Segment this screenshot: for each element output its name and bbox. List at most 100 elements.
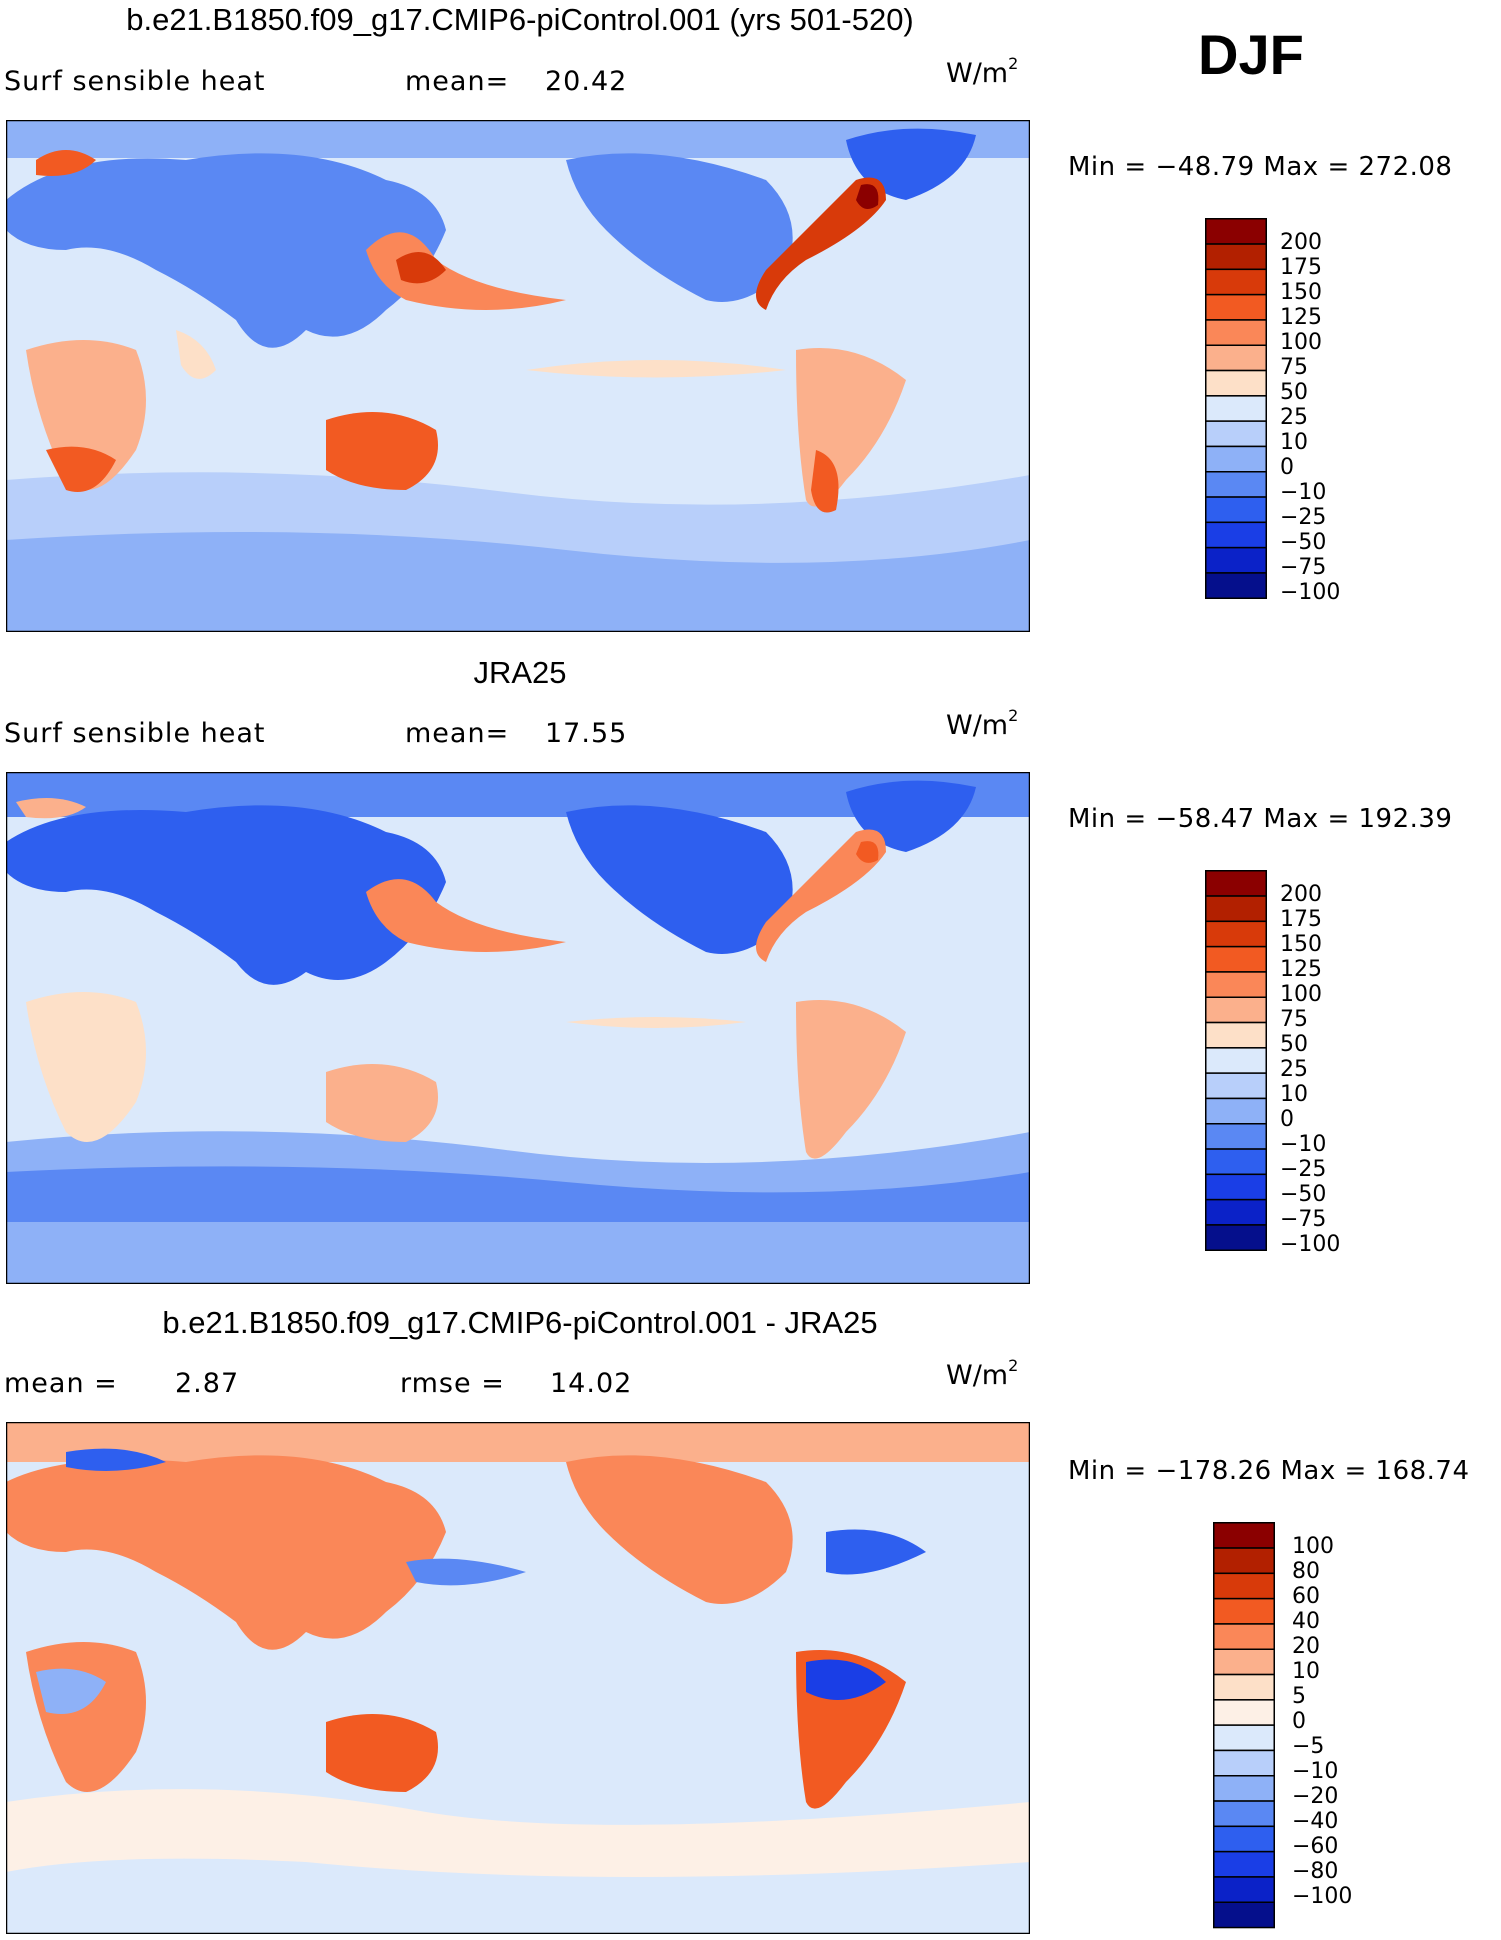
colorbar-swatch xyxy=(1213,1800,1275,1828)
cb2-label: 125 xyxy=(1280,957,1322,982)
cb2-label: −10 xyxy=(1280,1132,1327,1157)
map-east-pacific-band xyxy=(566,1017,746,1028)
cb2-label: −75 xyxy=(1280,1207,1327,1232)
map-gulf-stream-core xyxy=(856,184,879,209)
colorbar-swatch xyxy=(1205,319,1267,346)
colorbar-swatch xyxy=(1205,420,1267,448)
cb1-label: −50 xyxy=(1280,530,1327,555)
panel-2-mean-value: 17.55 xyxy=(545,718,628,749)
map-india xyxy=(176,330,216,379)
cb1-label: 10 xyxy=(1280,430,1308,455)
cb3-label: 10 xyxy=(1292,1659,1320,1684)
panel-2-units: W/m2 xyxy=(946,706,1019,741)
panel-1-map xyxy=(6,120,1030,632)
colorbar-swatch xyxy=(1205,945,1267,973)
panel-2-title: JRA25 xyxy=(473,655,567,690)
map-japan-current xyxy=(366,879,566,952)
colorbar-swatch xyxy=(1205,546,1267,574)
panel-2-mean-label: mean= xyxy=(405,718,510,749)
map-barents-cold xyxy=(66,1448,166,1471)
colorbar-swatch xyxy=(1205,1123,1267,1150)
cb3-label: 0 xyxy=(1292,1709,1306,1734)
cb2-label: 50 xyxy=(1280,1032,1308,1057)
colorbar-swatch xyxy=(1205,268,1267,296)
cb3-label: 5 xyxy=(1292,1684,1306,1709)
map-europe-warm xyxy=(36,150,96,176)
map-japan-current xyxy=(366,232,566,310)
colorbar-swatch xyxy=(1205,471,1267,498)
colorbar-swatch xyxy=(1213,1775,1275,1802)
cb2-label: 25 xyxy=(1280,1057,1308,1082)
colorbar-swatch xyxy=(1205,1097,1267,1125)
cb2-label: −25 xyxy=(1280,1157,1327,1182)
map-ocean-warm-patches xyxy=(6,1789,1030,1877)
map-gulf-stream xyxy=(756,829,886,962)
map-gulf-stream-cold xyxy=(826,1529,926,1575)
cb1-label: 0 xyxy=(1280,455,1294,480)
cb3-label: 20 xyxy=(1292,1634,1320,1659)
cb3-label: −20 xyxy=(1292,1784,1339,1809)
map-europe-warm xyxy=(16,798,86,819)
cb1-label: −100 xyxy=(1280,580,1341,605)
colorbar-swatch xyxy=(1213,1901,1275,1929)
cb3-label: −80 xyxy=(1292,1859,1339,1884)
panel-2-map xyxy=(6,772,1030,1284)
panel-3-minmax: Min = −178.26 Max = 168.74 xyxy=(1068,1456,1470,1486)
panel-2-minmax: Min = −58.47 Max = 192.39 xyxy=(1068,804,1453,834)
panel-3-map xyxy=(6,1422,1030,1934)
cb1-label: −25 xyxy=(1280,505,1327,530)
cb1-label: 200 xyxy=(1280,230,1322,255)
colorbar-swatch xyxy=(1213,1648,1275,1676)
panel-3-mean-value: 2.87 xyxy=(175,1368,240,1399)
map-frame xyxy=(6,1422,1030,1934)
map-north-america xyxy=(566,805,793,954)
panel-1-variable: Surf sensible heat xyxy=(4,66,266,97)
panel-2-colorbar xyxy=(1205,870,1267,1252)
colorbar-swatch xyxy=(1205,1148,1267,1176)
map-australia xyxy=(326,1714,438,1792)
colorbar-swatch xyxy=(1213,1699,1275,1726)
cb2-label: 100 xyxy=(1280,982,1322,1007)
colorbar-swatch xyxy=(1213,1724,1275,1752)
cb3-label: −60 xyxy=(1292,1834,1339,1859)
cb2-label: −100 xyxy=(1280,1232,1341,1257)
map-africa-south xyxy=(46,446,116,492)
cb2-label: 10 xyxy=(1280,1082,1308,1107)
cb1-label: 175 xyxy=(1280,255,1322,280)
panel-3-rmse-label: rmse = xyxy=(400,1368,505,1399)
colorbar-swatch xyxy=(1205,369,1267,397)
colorbar-swatch xyxy=(1205,1224,1267,1252)
panel-1-title: b.e21.B1850.f09_g17.CMIP6-piControl.001 … xyxy=(126,2,914,37)
colorbar-swatch xyxy=(1213,1547,1275,1575)
cb3-label: 100 xyxy=(1292,1534,1334,1559)
map-eurasia xyxy=(6,805,446,985)
colorbar-swatch xyxy=(1213,1850,1275,1878)
colorbar-swatch xyxy=(1205,293,1267,321)
cb1-label: 50 xyxy=(1280,380,1308,405)
colorbar-swatch xyxy=(1205,243,1267,271)
map-frame xyxy=(6,120,1030,632)
colorbar-swatch xyxy=(1205,870,1267,897)
map-australia xyxy=(326,1064,438,1142)
map-arctic-band xyxy=(6,1422,1030,1462)
colorbar-swatch xyxy=(1205,920,1267,948)
panel-3-rmse-value: 14.02 xyxy=(550,1368,633,1399)
colorbar-swatch xyxy=(1205,1021,1267,1049)
colorbar-swatch xyxy=(1205,572,1267,600)
map-africa xyxy=(26,992,146,1142)
map-north-america xyxy=(566,153,793,302)
panel-3-colorbar xyxy=(1213,1522,1275,1929)
colorbar-swatch xyxy=(1205,344,1267,372)
season-label: DJF xyxy=(1198,23,1304,86)
colorbar-swatch xyxy=(1205,1173,1267,1201)
map-antarctica xyxy=(6,1234,1030,1284)
cb3-label: −40 xyxy=(1292,1809,1339,1834)
colorbar-swatch xyxy=(1205,395,1267,422)
colorbar-swatch xyxy=(1205,996,1267,1024)
colorbar-swatch xyxy=(1213,1623,1275,1650)
map-south-america xyxy=(796,1000,906,1159)
panel-3-title: b.e21.B1850.f09_g17.CMIP6-piControl.001 … xyxy=(162,1305,878,1340)
cb2-label: 75 xyxy=(1280,1007,1308,1032)
colorbar-swatch xyxy=(1205,521,1267,549)
panel-1-mean-value: 20.42 xyxy=(545,66,628,97)
